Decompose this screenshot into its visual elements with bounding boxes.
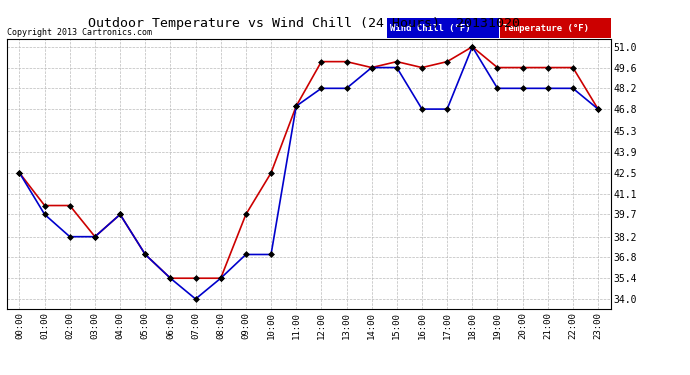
- Text: Wind Chill (°F): Wind Chill (°F): [391, 24, 471, 33]
- Text: Temperature (°F): Temperature (°F): [503, 24, 589, 33]
- Text: Copyright 2013 Cartronics.com: Copyright 2013 Cartronics.com: [7, 28, 152, 37]
- Text: Outdoor Temperature vs Wind Chill (24 Hours)  20131020: Outdoor Temperature vs Wind Chill (24 Ho…: [88, 17, 520, 30]
- FancyBboxPatch shape: [500, 18, 611, 38]
- FancyBboxPatch shape: [387, 18, 499, 38]
